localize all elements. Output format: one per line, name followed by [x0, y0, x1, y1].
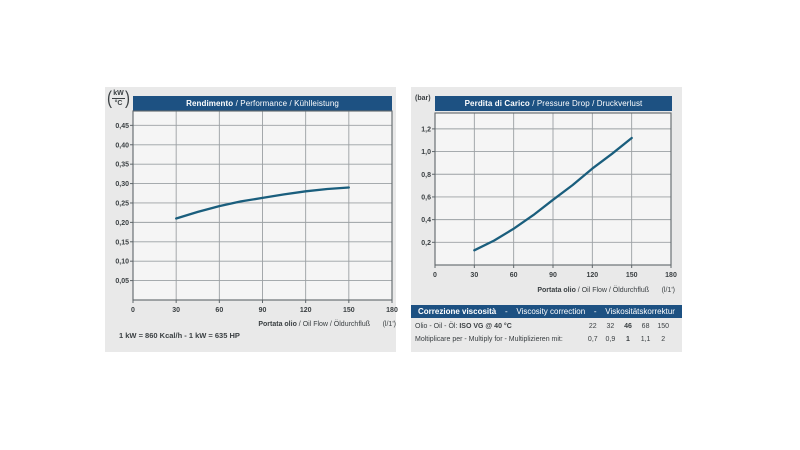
y-tick-label: 0,8 [421, 172, 431, 179]
viscosity-value-cell: 1 [626, 336, 630, 343]
x-tick-label: 150 [343, 307, 355, 314]
y-tick-label: 0,25 [115, 200, 129, 207]
x-axis-unit: (l/1') [662, 287, 675, 294]
y-axis-unit-kw-per-degc: ( kW °C ) [107, 87, 130, 110]
y-tick-label: 0,35 [115, 162, 129, 169]
y-tick-label: 0,20 [115, 220, 129, 227]
fraction-numerator: kW [113, 90, 124, 97]
y-tick-label: 0,2 [421, 240, 431, 247]
label-text: Olio - Oil - Öl: [415, 323, 460, 330]
x-tick-label: 180 [665, 272, 677, 279]
viscosity-value-cell: 1,1 [640, 336, 651, 343]
x-tick-label: 90 [549, 272, 557, 279]
viscosity-row-label: Moltiplicare per - Multiply for - Multip… [411, 336, 584, 343]
viscosity-value-cell: 68 [641, 323, 650, 330]
x-tick-label: 30 [172, 307, 180, 314]
y-tick-label: 1,0 [421, 149, 431, 156]
x-axis-unit: (l/1') [383, 321, 396, 328]
y-tick-label: 0,40 [115, 142, 129, 149]
y-tick-label: 1,2 [421, 126, 431, 133]
viscosity-value-cell: 22 [588, 323, 597, 330]
fraction-denominator: °C [114, 100, 123, 107]
header-separator: - [504, 307, 508, 316]
x-tick-label: 30 [470, 272, 478, 279]
x-tick-label: 0 [433, 272, 437, 279]
viscosity-header-en: Viscosity correction [516, 307, 586, 316]
cooling-performance-curve [175, 186, 350, 220]
fraction-bar [112, 98, 125, 99]
x-tick-label: 0 [131, 307, 135, 314]
viscosity-value-cell: 0,9 [605, 336, 616, 343]
y-tick-label: 0,45 [115, 123, 129, 130]
x-tick-label: 150 [626, 272, 638, 279]
label-text: Moltiplicare per - Multiply for - Multip… [415, 336, 563, 343]
fraction-paren-right: ) [125, 87, 130, 110]
x-axis-label: Portata olio / Oil Flow / Öldurchfluß [537, 286, 649, 294]
kw-per-degc-fraction: kW °C [112, 90, 125, 107]
pressure-drop-chart-title: Perdita di Carico / Pressure Drop / Druc… [435, 96, 672, 111]
viscosity-table-row: Olio - Oil - Öl: ISO VG @ 40 °C 22 32 46 68 1… [411, 320, 682, 333]
pressure-drop-chart-panel: (bar) Perdita di Carico / Pressure Drop … [411, 87, 682, 352]
x-tick-label: 180 [386, 307, 398, 314]
x-tick-label: 90 [259, 307, 267, 314]
viscosity-table-row: Moltiplicare per - Multiply for - Multip… [411, 333, 682, 346]
x-tick-label: 120 [300, 307, 312, 314]
viscosity-value-cell: 46 [624, 323, 632, 330]
viscosity-value-cell: 2 [661, 336, 666, 343]
x-tick-label: 120 [586, 272, 598, 279]
pressure-drop-chart: 0 30 60 90 120 150 180 0,2 0,4 0,6 0,8 1,0 1,2 Portat… [421, 112, 677, 294]
x-tick-label: 60 [215, 307, 223, 314]
pressure-drop-curve [473, 136, 633, 252]
title-translations: / Performance / Kühlleistung [233, 99, 339, 108]
y-tick-label: 0,10 [115, 259, 129, 266]
title-primary: Perdita di Carico [464, 99, 530, 108]
y-tick-label: 0,6 [421, 194, 431, 201]
y-tick-label: 0,05 [115, 278, 129, 285]
viscosity-row-label: Olio - Oil - Öl: ISO VG @ 40 °C [411, 323, 584, 330]
performance-chart: 0 30 60 90 120 150 180 0,05 0,10 0,15 0,20 0,25 0,30… [115, 110, 398, 328]
y-axis-unit-bar: (bar) [415, 95, 431, 102]
viscosity-correction-table: Olio - Oil - Öl: ISO VG @ 40 °C 22 32 46 68 1… [411, 320, 682, 346]
label-bold-text: ISO VG @ 40 °C [459, 323, 512, 330]
title-translations: / Pressure Drop / Druckverlust [529, 99, 643, 108]
viscosity-row-values: 22 32 46 68 150 [584, 323, 672, 330]
viscosity-correction-header: Correzione viscosità - Viscosity correct… [411, 305, 682, 318]
header-separator: - [593, 307, 597, 316]
viscosity-value-cell: 0,7 [587, 336, 598, 343]
unit-conversion-footnote: 1 kW = 860 Kcal/h - 1 kW = 635 HP [119, 331, 240, 340]
y-tick-label: 0,4 [421, 217, 431, 224]
y-tick-label: 0,15 [115, 239, 129, 246]
viscosity-value-cell: 32 [606, 323, 615, 330]
viscosity-header-de: Viskositätskorrektur [605, 307, 675, 316]
fraction-paren-left: ( [107, 87, 112, 110]
x-tick-label: 60 [510, 272, 518, 279]
viscosity-value-cell: 150 [657, 323, 670, 330]
viscosity-row-values: 0,7 0,9 1 1,1 2 [584, 336, 672, 343]
performance-chart-title: Rendimento / Performance / Kühlleistung [133, 96, 392, 111]
performance-chart-panel: ( kW °C ) Rendimento / Performance / Küh… [105, 87, 398, 352]
y-tick-label: 0,30 [115, 181, 129, 188]
viscosity-header-it: Correzione viscosità [418, 307, 497, 316]
x-axis-label: Portata olio / Oil Flow / Öldurchfluß [258, 320, 370, 328]
title-primary: Rendimento [186, 99, 234, 108]
